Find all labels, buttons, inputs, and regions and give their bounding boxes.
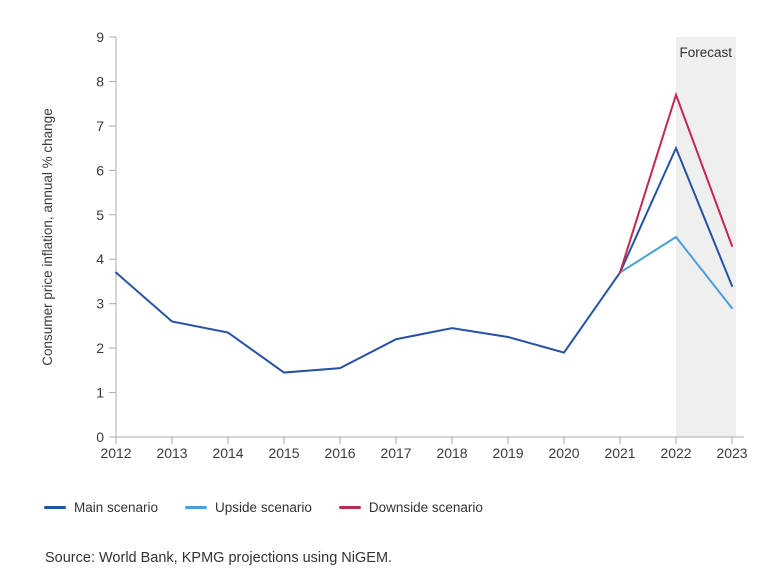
legend-item-main-scenario: Main scenario <box>44 501 158 515</box>
y-tick-label: 7 <box>96 118 104 134</box>
y-tick-label: 9 <box>96 29 104 45</box>
legend-dash-main-scenario <box>44 506 66 510</box>
y-axis-title: Consumer price inflation, annual % chang… <box>40 108 55 365</box>
y-tick-label: 0 <box>96 429 104 445</box>
legend-label: Main scenario <box>74 500 159 515</box>
line-chart: Forecast 0 1 2 3 4 5 6 7 8 9 2012 2013 2014 2015 2016 20… <box>40 29 748 461</box>
y-tick-label: 6 <box>96 162 104 178</box>
y-tick-label: 5 <box>96 207 104 223</box>
series-line-main-scenario <box>115 145 733 374</box>
legend-item-downside-scenario: Downside scenario <box>338 500 483 515</box>
source-note: Source: World Bank, KPMG projections usi… <box>45 550 393 566</box>
chart-legend: Main scenario Upside scenario Downside sce… <box>44 501 483 515</box>
legend-label: Upside scenario <box>215 500 312 515</box>
x-tick-label: 2013 <box>156 445 187 461</box>
x-tick-label: 2022 <box>660 445 691 461</box>
y-tick-label: 3 <box>96 296 104 312</box>
y-tick-label: 4 <box>96 251 104 267</box>
x-tick-label: 2019 <box>492 445 523 461</box>
x-tick-label: 2016 <box>324 445 355 461</box>
x-tick-label: 2014 <box>212 445 243 461</box>
series-line-upside-scenario <box>619 235 733 310</box>
legend-item-upside-scenario: Upside scenario <box>185 501 312 515</box>
x-tick-label: 2020 <box>548 445 579 461</box>
forecast-band <box>676 37 736 437</box>
x-tick-label: 2018 <box>436 445 467 461</box>
y-tick-label: 8 <box>96 73 104 89</box>
legend-dash-upside-scenario <box>185 506 208 510</box>
series-line-downside-scenario <box>619 91 733 274</box>
x-tick-label: 2021 <box>604 445 635 461</box>
legend-label: Downside scenario <box>368 500 483 515</box>
x-tick-label: 2012 <box>100 445 131 461</box>
legend-dash-downside-scenario <box>338 506 361 510</box>
x-tick-label: 2017 <box>380 445 411 461</box>
y-tick-label: 1 <box>96 385 104 401</box>
y-tick-label: 2 <box>96 340 104 356</box>
x-tick-label: 2023 <box>716 445 747 461</box>
forecast-label: Forecast <box>679 45 732 60</box>
x-tick-label: 2015 <box>268 445 299 461</box>
